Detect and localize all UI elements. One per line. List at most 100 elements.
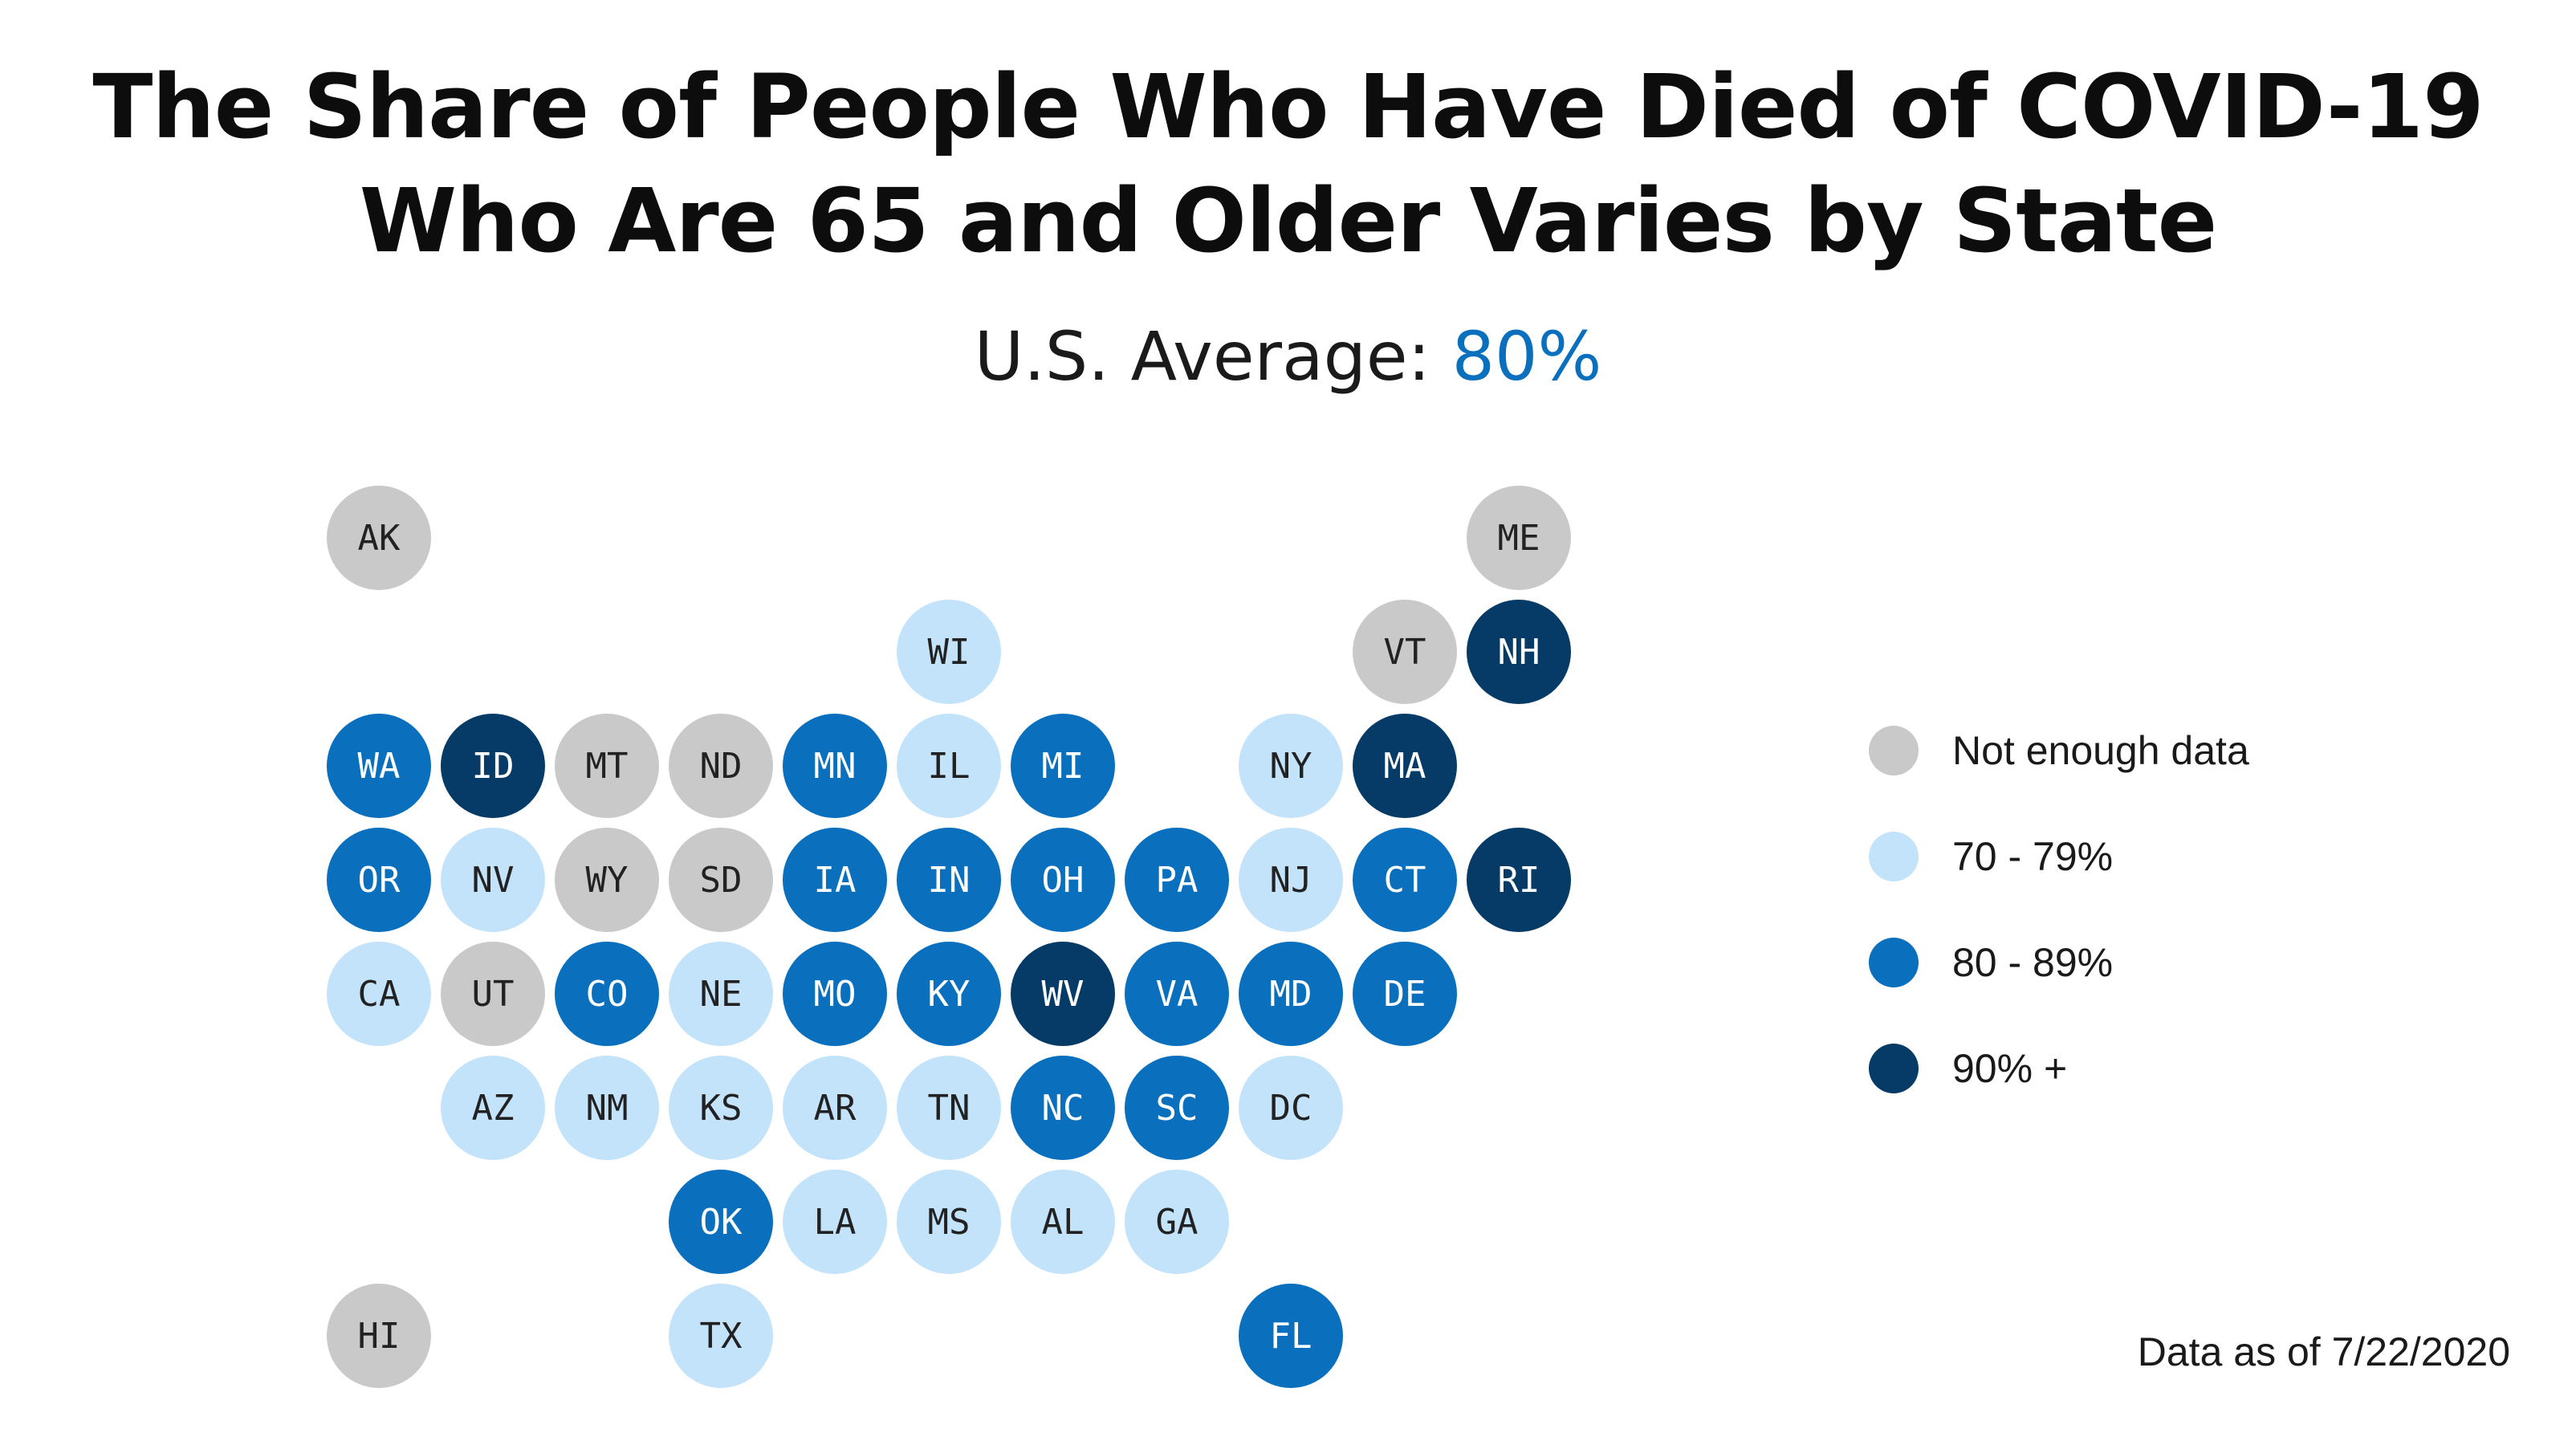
- state-tile-wa: WA: [327, 714, 431, 818]
- state-label: OH: [1042, 860, 1085, 901]
- data-date-note: Data as of 7/22/2020: [2137, 1329, 2510, 1374]
- state-label: NM: [586, 1088, 629, 1129]
- state-circle: [669, 828, 773, 932]
- title-line-2: Who Are 65 and Older Varies by State: [359, 169, 2217, 272]
- state-tile-nc: NC: [1011, 1056, 1115, 1160]
- state-label: NH: [1498, 632, 1540, 673]
- state-tile-il: IL: [897, 714, 1001, 818]
- state-tile-me: ME: [1467, 486, 1571, 590]
- legend: Not enough data 70 - 79% 80 - 89% 90% +: [1869, 724, 2249, 1148]
- legend-item-no-data: Not enough data: [1869, 724, 2249, 777]
- state-tile-nh: NH: [1467, 600, 1571, 704]
- state-circle: [897, 600, 1001, 704]
- state-circle: [1011, 828, 1115, 932]
- state-label: AK: [358, 518, 401, 559]
- state-label: MS: [928, 1202, 971, 1243]
- state-tile-md: MD: [1239, 942, 1343, 1046]
- state-circle: [327, 828, 431, 932]
- state-circle: [555, 828, 659, 932]
- state-label: ND: [700, 746, 743, 787]
- state-circle: [1239, 942, 1343, 1046]
- state-label: HI: [358, 1316, 401, 1357]
- state-label: ID: [472, 746, 515, 787]
- state-label: KY: [928, 974, 971, 1015]
- state-circle: [1125, 1056, 1229, 1160]
- state-tile-oh: OH: [1011, 828, 1115, 932]
- state-label: NV: [472, 860, 515, 901]
- state-circle: [783, 828, 887, 932]
- legend-label: 70 - 79%: [1952, 834, 2114, 879]
- state-label: CA: [358, 974, 401, 1015]
- state-circle: [1467, 600, 1571, 704]
- state-label: TN: [928, 1088, 971, 1129]
- legend-swatch: [1869, 1044, 1919, 1093]
- state-tile-la: LA: [783, 1170, 887, 1274]
- state-tile-mi: MI: [1011, 714, 1115, 818]
- state-circle: [555, 1056, 659, 1160]
- state-circle: [555, 714, 659, 818]
- state-label: WY: [586, 860, 629, 901]
- state-tile-pa: PA: [1125, 828, 1229, 932]
- state-tile-in: IN: [897, 828, 1001, 932]
- state-tile-nd: ND: [669, 714, 773, 818]
- state-label: SC: [1156, 1088, 1198, 1129]
- legend-swatch: [1869, 832, 1919, 881]
- state-tile-ut: UT: [441, 942, 545, 1046]
- state-tile-wy: WY: [555, 828, 659, 932]
- state-circle: [897, 1170, 1001, 1274]
- us-average-subtitle: U.S. Average: 80%: [0, 317, 2576, 396]
- state-tile-ky: KY: [897, 942, 1001, 1046]
- state-tile-vt: VT: [1353, 600, 1457, 704]
- state-circle: [669, 942, 773, 1046]
- state-label: IN: [928, 860, 971, 901]
- state-label: WI: [928, 632, 971, 673]
- state-label: PA: [1156, 860, 1198, 901]
- state-circle: [1125, 1170, 1229, 1274]
- state-tile-tn: TN: [897, 1056, 1001, 1160]
- state-circle: [1125, 828, 1229, 932]
- state-circle: [555, 942, 659, 1046]
- state-circle: [441, 942, 545, 1046]
- state-label: IA: [814, 860, 857, 901]
- state-tile-id: ID: [441, 714, 545, 818]
- state-circle: [1239, 1056, 1343, 1160]
- state-label: NJ: [1270, 860, 1312, 901]
- state-circle: [327, 1284, 431, 1388]
- state-tile-sd: SD: [669, 828, 773, 932]
- state-label: OR: [358, 860, 401, 901]
- state-tile-nm: NM: [555, 1056, 659, 1160]
- state-tile-nv: NV: [441, 828, 545, 932]
- state-tile-de: DE: [1353, 942, 1457, 1046]
- state-label: AR: [814, 1088, 857, 1129]
- state-circle: [783, 714, 887, 818]
- state-tile-wv: WV: [1011, 942, 1115, 1046]
- state-label: CO: [586, 974, 629, 1015]
- state-label: MA: [1384, 746, 1426, 787]
- state-circle: [1239, 714, 1343, 818]
- state-tile-ny: NY: [1239, 714, 1343, 818]
- state-circle: [327, 714, 431, 818]
- state-label: TX: [700, 1316, 743, 1357]
- state-label: OK: [700, 1202, 743, 1243]
- state-label: NE: [700, 974, 743, 1015]
- state-tile-dc: DC: [1239, 1056, 1343, 1160]
- state-circle: [1239, 1284, 1343, 1388]
- state-tile-co: CO: [555, 942, 659, 1046]
- state-label: RI: [1498, 860, 1540, 901]
- state-tile-ia: IA: [783, 828, 887, 932]
- state-label: DE: [1384, 974, 1426, 1015]
- legend-swatch: [1869, 726, 1919, 775]
- state-tile-ok: OK: [669, 1170, 773, 1274]
- state-label: ME: [1498, 518, 1540, 559]
- state-tile-al: AL: [1011, 1170, 1115, 1274]
- state-tile-ks: KS: [669, 1056, 773, 1160]
- state-circle: [897, 828, 1001, 932]
- state-circle: [669, 1170, 773, 1274]
- legend-label: Not enough data: [1952, 728, 2249, 773]
- state-tile-ne: NE: [669, 942, 773, 1046]
- state-tile-mo: MO: [783, 942, 887, 1046]
- state-label: GA: [1156, 1202, 1198, 1243]
- legend-item-light: 70 - 79%: [1869, 830, 2249, 883]
- state-tile-mn: MN: [783, 714, 887, 818]
